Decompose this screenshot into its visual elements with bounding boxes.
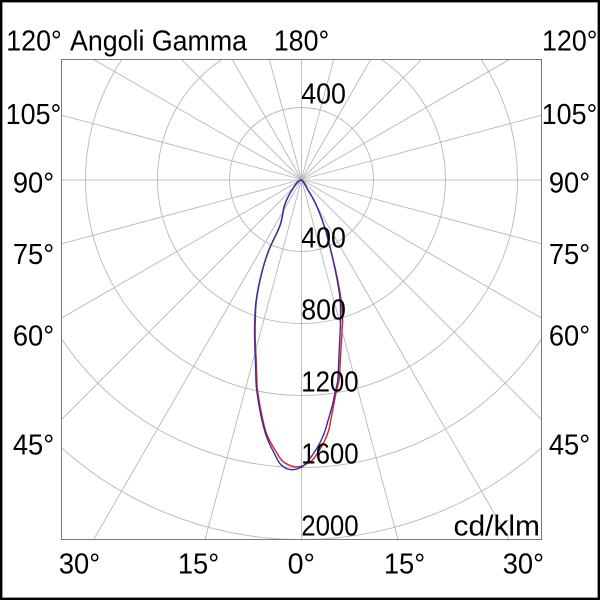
svg-text:Angoli Gamma: Angoli Gamma bbox=[70, 26, 247, 58]
svg-text:1200: 1200 bbox=[301, 367, 359, 399]
svg-text:15°: 15° bbox=[178, 549, 219, 581]
svg-text:2000: 2000 bbox=[301, 511, 359, 543]
svg-text:15°: 15° bbox=[384, 549, 425, 581]
svg-text:90°: 90° bbox=[549, 168, 590, 200]
svg-text:60°: 60° bbox=[13, 321, 54, 353]
svg-text:120°: 120° bbox=[6, 26, 62, 58]
svg-text:800: 800 bbox=[301, 295, 346, 327]
svg-text:1600: 1600 bbox=[301, 439, 359, 471]
svg-text:60°: 60° bbox=[549, 321, 590, 353]
svg-text:400: 400 bbox=[301, 223, 346, 255]
svg-text:90°: 90° bbox=[13, 168, 54, 200]
svg-text:75°: 75° bbox=[13, 239, 54, 271]
svg-text:30°: 30° bbox=[59, 549, 100, 581]
svg-text:45°: 45° bbox=[13, 430, 54, 462]
svg-text:30°: 30° bbox=[503, 549, 544, 581]
svg-text:75°: 75° bbox=[549, 239, 590, 271]
svg-text:45°: 45° bbox=[549, 430, 590, 462]
svg-text:120°: 120° bbox=[542, 26, 598, 58]
svg-text:cd/klm: cd/klm bbox=[454, 511, 541, 543]
svg-text:400: 400 bbox=[301, 79, 346, 111]
svg-text:105°: 105° bbox=[542, 99, 598, 131]
svg-text:105°: 105° bbox=[6, 99, 62, 131]
svg-text:0°: 0° bbox=[288, 549, 315, 581]
svg-text:180°: 180° bbox=[274, 26, 330, 58]
